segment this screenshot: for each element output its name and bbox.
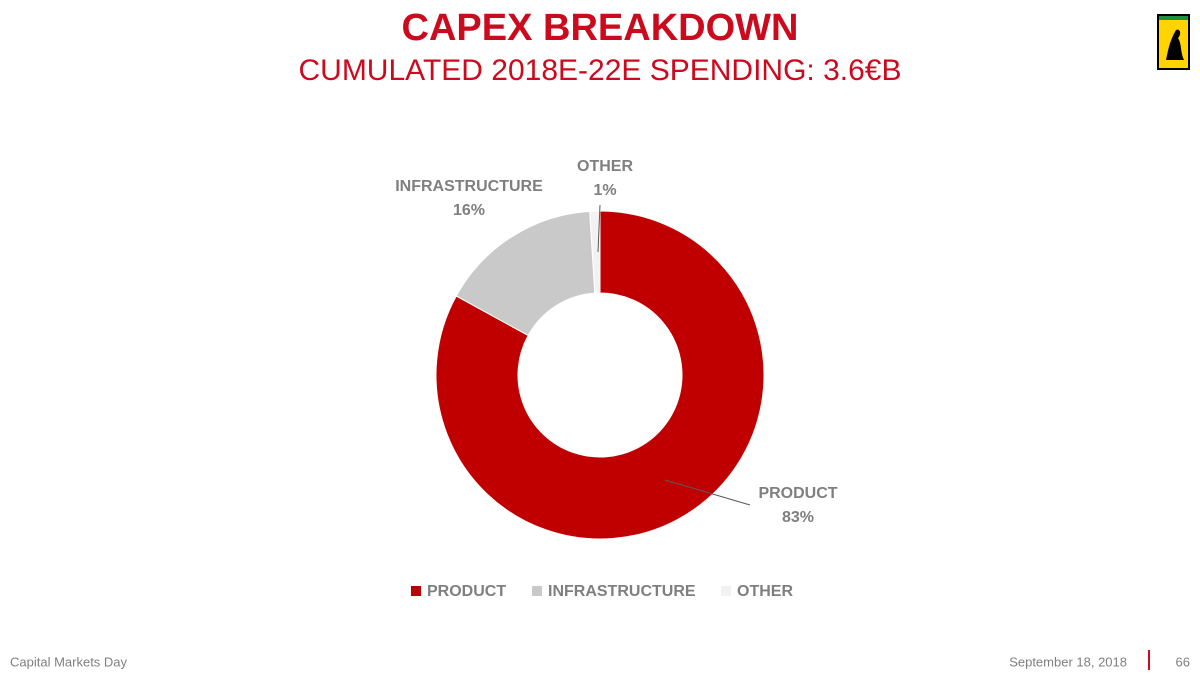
chart-subtitle: CUMULATED 2018E-22E SPENDING: 3.6€B <box>298 54 901 87</box>
slice-category-label: PRODUCT <box>758 485 837 502</box>
footer-left: Capital Markets Day <box>10 654 128 669</box>
legend-swatch <box>532 586 542 596</box>
slice-value-label: 16% <box>453 202 485 219</box>
slice-value-label: 83% <box>782 509 814 526</box>
slice-category-label: OTHER <box>577 158 633 175</box>
logo <box>1157 14 1190 70</box>
footer-date: September 18, 2018 <box>1009 654 1127 669</box>
chart-title: CAPEX BREAKDOWN <box>402 7 799 49</box>
legend-label: INFRASTRUCTURE <box>548 583 696 600</box>
donut-slice <box>455 210 596 337</box>
logo-stripe <box>1159 16 1188 20</box>
footer-page: 66 <box>1176 654 1190 669</box>
slice-value-label: 1% <box>593 182 616 199</box>
legend-label: PRODUCT <box>427 583 506 600</box>
legend-swatch <box>721 586 731 596</box>
leader-line <box>597 204 601 253</box>
legend-swatch <box>411 586 421 596</box>
legend-label: OTHER <box>737 583 793 600</box>
donut-slice <box>589 210 601 294</box>
logo-horse <box>1166 29 1184 60</box>
donut-slice <box>435 210 765 540</box>
slice-category-label: INFRASTRUCTURE <box>395 178 543 195</box>
leader-line <box>664 479 751 506</box>
